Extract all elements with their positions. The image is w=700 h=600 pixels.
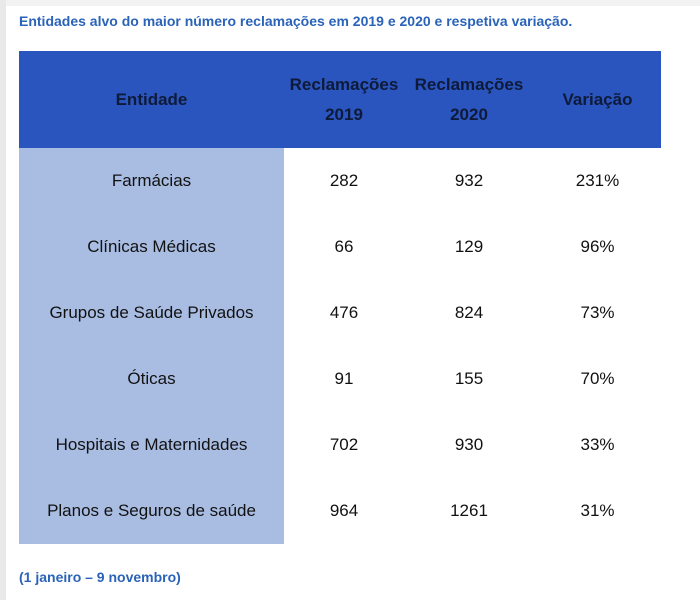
cell-variation: 73% [534, 280, 661, 346]
cell-complaints-2019: 91 [284, 346, 404, 412]
cell-variation: 231% [534, 148, 661, 214]
top-divider [0, 0, 700, 6]
cell-complaints-2019: 66 [284, 214, 404, 280]
cell-complaints-2019: 702 [284, 412, 404, 478]
left-divider [0, 0, 6, 600]
table-row: Hospitais e Maternidades 702 930 33% [19, 412, 661, 478]
header-complaints-2020-year: 2020 [450, 104, 488, 124]
cell-complaints-2020: 824 [404, 280, 534, 346]
date-range-note: (1 janeiro – 9 novembro) [19, 569, 181, 585]
table-row: Clínicas Médicas 66 129 96% [19, 214, 661, 280]
cell-complaints-2019: 282 [284, 148, 404, 214]
table-row: Planos e Seguros de saúde 964 1261 31% [19, 478, 661, 544]
header-complaints-2020-label: Reclamações [414, 74, 524, 94]
table-row: Óticas 91 155 70% [19, 346, 661, 412]
cell-complaints-2020: 932 [404, 148, 534, 214]
cell-variation: 70% [534, 346, 661, 412]
cell-entity: Planos e Seguros de saúde [19, 478, 284, 544]
cell-variation: 96% [534, 214, 661, 280]
cell-entity: Clínicas Médicas [19, 214, 284, 280]
cell-variation: 31% [534, 478, 661, 544]
cell-variation: 33% [534, 412, 661, 478]
cell-complaints-2019: 476 [284, 280, 404, 346]
header-entity: Entidade [19, 51, 284, 148]
table-header-row: Entidade Reclamações 2019 Reclamações 20… [19, 51, 661, 148]
cell-entity: Farmácias [19, 148, 284, 214]
complaints-table: Entidade Reclamações 2019 Reclamações 20… [19, 51, 661, 544]
cell-complaints-2019: 964 [284, 478, 404, 544]
header-complaints-2020: Reclamações 2020 [404, 51, 534, 148]
table-caption: Entidades alvo do maior número reclamaçõ… [19, 13, 573, 29]
cell-complaints-2020: 1261 [404, 478, 534, 544]
header-complaints-2019: Reclamações 2019 [284, 51, 404, 148]
header-complaints-2019-year: 2019 [325, 104, 363, 124]
table-row: Grupos de Saúde Privados 476 824 73% [19, 280, 661, 346]
cell-complaints-2020: 930 [404, 412, 534, 478]
cell-complaints-2020: 129 [404, 214, 534, 280]
cell-entity: Grupos de Saúde Privados [19, 280, 284, 346]
cell-entity: Hospitais e Maternidades [19, 412, 284, 478]
cell-complaints-2020: 155 [404, 346, 534, 412]
header-complaints-2019-label: Reclamações [289, 74, 399, 94]
header-variation: Variação [534, 51, 661, 148]
cell-entity: Óticas [19, 346, 284, 412]
table-row: Farmácias 282 932 231% [19, 148, 661, 214]
